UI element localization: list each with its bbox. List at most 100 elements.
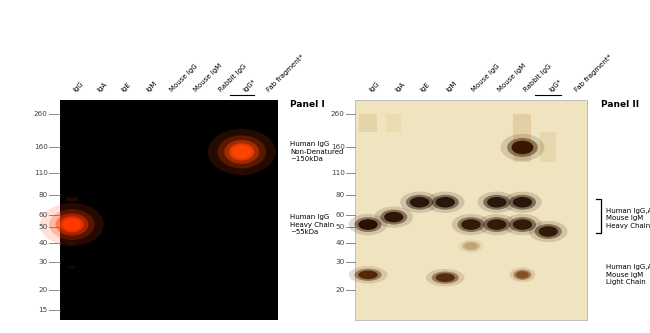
Ellipse shape <box>60 216 84 232</box>
Ellipse shape <box>487 197 506 207</box>
Ellipse shape <box>55 213 88 236</box>
Text: Fab fragment*: Fab fragment* <box>574 54 614 93</box>
Ellipse shape <box>40 203 104 246</box>
Text: IgM: IgM <box>145 80 158 93</box>
Ellipse shape <box>465 243 477 249</box>
Ellipse shape <box>232 145 252 159</box>
Text: 110: 110 <box>34 170 48 176</box>
Text: 50: 50 <box>335 224 345 230</box>
Ellipse shape <box>224 140 259 164</box>
Text: Human IgG
Non-Denatured
~150kDa: Human IgG Non-Denatured ~150kDa <box>290 142 343 163</box>
Ellipse shape <box>229 143 254 161</box>
Text: Fab fragment*: Fab fragment* <box>266 54 305 93</box>
Ellipse shape <box>218 136 266 168</box>
Ellipse shape <box>432 271 459 284</box>
Text: IgG*: IgG* <box>242 78 257 93</box>
Text: IgM: IgM <box>445 80 458 93</box>
Text: IgE: IgE <box>419 81 432 93</box>
Text: 30: 30 <box>38 259 48 265</box>
Ellipse shape <box>426 269 465 286</box>
Ellipse shape <box>458 217 484 232</box>
Text: Rabbit IgG: Rabbit IgG <box>218 63 248 93</box>
Text: 60: 60 <box>335 212 345 218</box>
Text: 20: 20 <box>335 287 345 293</box>
Ellipse shape <box>68 241 75 244</box>
Ellipse shape <box>66 197 78 202</box>
Text: 30: 30 <box>335 259 345 265</box>
Text: 40: 40 <box>335 239 345 245</box>
Text: Mouse IgG: Mouse IgG <box>169 63 199 93</box>
Ellipse shape <box>483 217 510 232</box>
Ellipse shape <box>410 197 429 207</box>
Bar <box>514 114 532 162</box>
Ellipse shape <box>458 239 484 253</box>
Text: Human IgG
Heavy Chain
~55kDa: Human IgG Heavy Chain ~55kDa <box>290 214 334 235</box>
Ellipse shape <box>510 267 536 282</box>
Ellipse shape <box>348 214 387 235</box>
Bar <box>359 114 377 132</box>
Ellipse shape <box>380 210 408 224</box>
Ellipse shape <box>49 209 95 240</box>
Ellipse shape <box>507 138 538 157</box>
Ellipse shape <box>400 191 439 213</box>
Ellipse shape <box>406 195 433 210</box>
Ellipse shape <box>539 226 558 237</box>
Text: IgG: IgG <box>72 81 84 93</box>
Ellipse shape <box>529 221 567 242</box>
Text: 260: 260 <box>331 111 345 117</box>
Bar <box>541 132 556 162</box>
Ellipse shape <box>514 270 532 280</box>
Text: 60: 60 <box>38 212 48 218</box>
Ellipse shape <box>503 191 542 213</box>
Text: 15: 15 <box>38 307 48 313</box>
Text: 50: 50 <box>38 224 48 230</box>
Ellipse shape <box>477 214 516 235</box>
Ellipse shape <box>63 218 81 231</box>
Ellipse shape <box>358 270 378 279</box>
Text: Mouse IgM: Mouse IgM <box>497 63 527 93</box>
Text: Panel II: Panel II <box>601 100 639 109</box>
Ellipse shape <box>68 265 75 269</box>
Ellipse shape <box>516 271 529 278</box>
Text: IgA: IgA <box>394 81 406 93</box>
Text: IgG: IgG <box>368 81 381 93</box>
Ellipse shape <box>384 212 404 222</box>
Ellipse shape <box>354 217 382 232</box>
Text: 40: 40 <box>38 239 48 245</box>
Ellipse shape <box>436 273 455 282</box>
Ellipse shape <box>462 219 480 230</box>
Text: IgE: IgE <box>120 81 132 93</box>
Text: 80: 80 <box>38 192 48 198</box>
Ellipse shape <box>426 191 465 213</box>
Text: Mouse IgM: Mouse IgM <box>193 63 224 93</box>
Ellipse shape <box>432 195 459 210</box>
Ellipse shape <box>509 195 536 210</box>
Text: Mouse IgG: Mouse IgG <box>471 63 501 93</box>
Ellipse shape <box>462 241 480 251</box>
Ellipse shape <box>512 141 534 154</box>
Ellipse shape <box>374 206 413 228</box>
Ellipse shape <box>509 217 536 232</box>
Ellipse shape <box>436 197 455 207</box>
Text: 160: 160 <box>331 145 345 151</box>
Ellipse shape <box>483 195 510 210</box>
Text: IgG*: IgG* <box>548 78 563 93</box>
Ellipse shape <box>500 134 544 161</box>
Text: IgA: IgA <box>96 81 109 93</box>
Ellipse shape <box>354 269 382 281</box>
Ellipse shape <box>513 219 532 230</box>
Ellipse shape <box>487 219 506 230</box>
Text: 260: 260 <box>34 111 48 117</box>
Text: Panel I: Panel I <box>290 100 325 109</box>
Ellipse shape <box>452 214 490 235</box>
Text: 80: 80 <box>335 192 345 198</box>
Ellipse shape <box>208 129 276 175</box>
Bar <box>355 100 587 320</box>
Ellipse shape <box>535 224 562 239</box>
Ellipse shape <box>348 266 387 283</box>
Text: Rabbit IgG: Rabbit IgG <box>523 63 552 93</box>
Bar <box>60 100 278 320</box>
Text: 20: 20 <box>38 287 48 293</box>
Text: 110: 110 <box>331 170 345 176</box>
Ellipse shape <box>477 191 516 213</box>
